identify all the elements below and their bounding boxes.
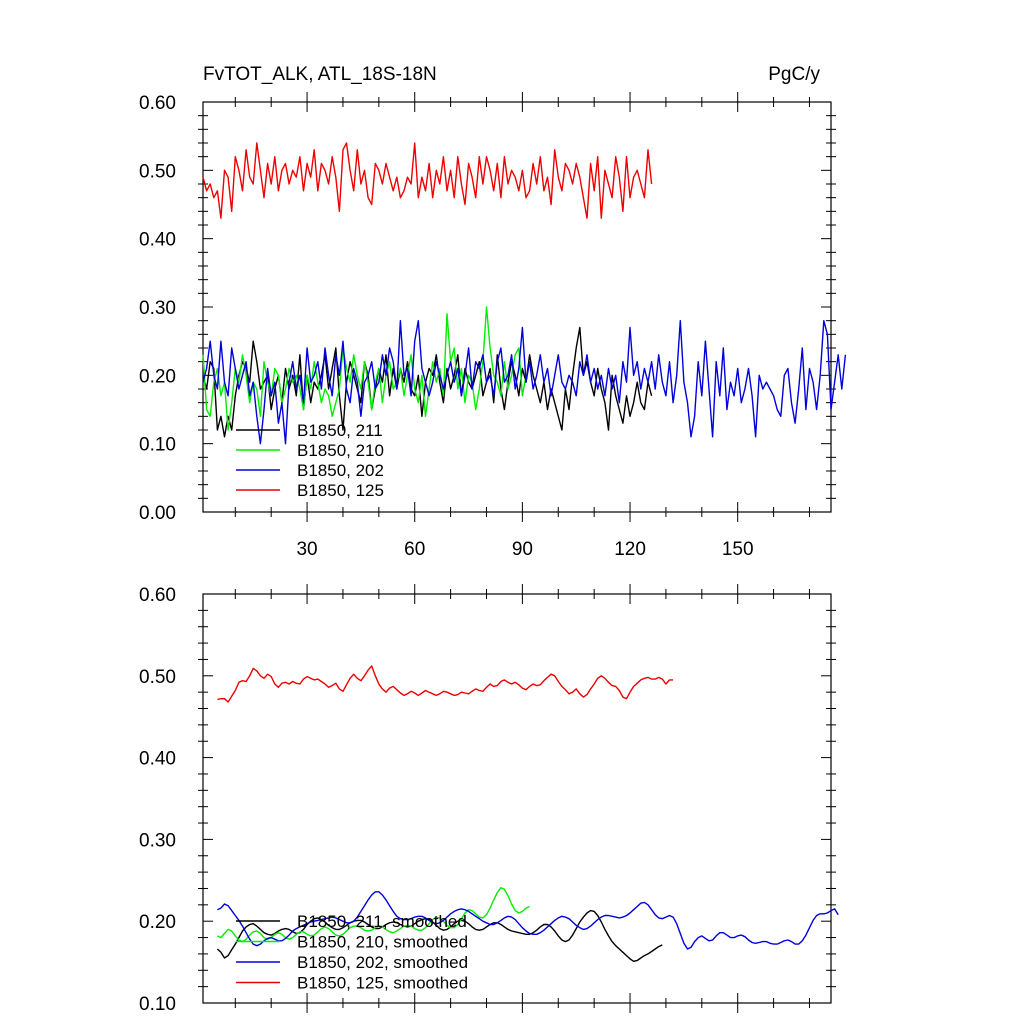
legend-label: B1850, 202, smoothed xyxy=(297,953,468,972)
y-tick-label: 0.10 xyxy=(139,994,176,1015)
series-line xyxy=(217,665,674,703)
legend-label: B1850, 211 xyxy=(297,421,383,440)
series-line xyxy=(202,142,653,219)
legend-label: B1850, 210 xyxy=(297,441,384,460)
legend-label: B1850, 125, smoothed xyxy=(297,974,468,993)
y-tick-label: 0.40 xyxy=(139,749,176,770)
legend-label: B1850, 211, smoothed xyxy=(297,912,467,931)
y-tick-label: 0.00 xyxy=(139,503,176,524)
series-line xyxy=(216,909,663,962)
y-tick-label: 0.40 xyxy=(139,230,176,251)
plot-frame xyxy=(202,593,832,1004)
legend-label: B1850, 210, smoothed xyxy=(297,933,468,952)
series-line xyxy=(217,891,839,950)
y-tick-label: 0.20 xyxy=(139,366,176,387)
x-tick-label: 90 xyxy=(512,539,533,560)
chart-units: PgC/y xyxy=(768,64,820,85)
x-tick-label: 60 xyxy=(404,539,425,560)
x-tick-label: 30 xyxy=(296,539,317,560)
bottom-smoothed-line-chart: 0.10 0.20 0.30 0.40 0.50 0.60 B1850, 211, smoo… xyxy=(139,584,839,1015)
y-tick-label: 0.50 xyxy=(139,667,176,688)
chart-title: FvTOT_ALK, ATL_18S-18N xyxy=(203,64,437,85)
y-tick-label: 0.30 xyxy=(139,298,176,319)
y-tick-label: 0.60 xyxy=(139,585,176,606)
top-line-chart: 0.00 0.10 0.20 0.30 0.40 0.50 0.60 30 60 90 120 150… xyxy=(139,92,847,560)
series-line xyxy=(202,320,847,445)
y-tick-label: 0.10 xyxy=(139,435,176,456)
y-tick-label: 0.50 xyxy=(139,161,176,182)
legend-label: B1850, 125 xyxy=(297,481,384,500)
series-line xyxy=(202,326,653,438)
legend-label: B1850, 202 xyxy=(297,461,384,480)
y-tick-label: 0.60 xyxy=(139,93,176,114)
y-tick-label: 0.20 xyxy=(139,912,176,933)
x-tick-label: 150 xyxy=(722,539,754,560)
y-tick-label: 0.30 xyxy=(139,830,176,851)
x-tick-label: 120 xyxy=(614,539,646,560)
